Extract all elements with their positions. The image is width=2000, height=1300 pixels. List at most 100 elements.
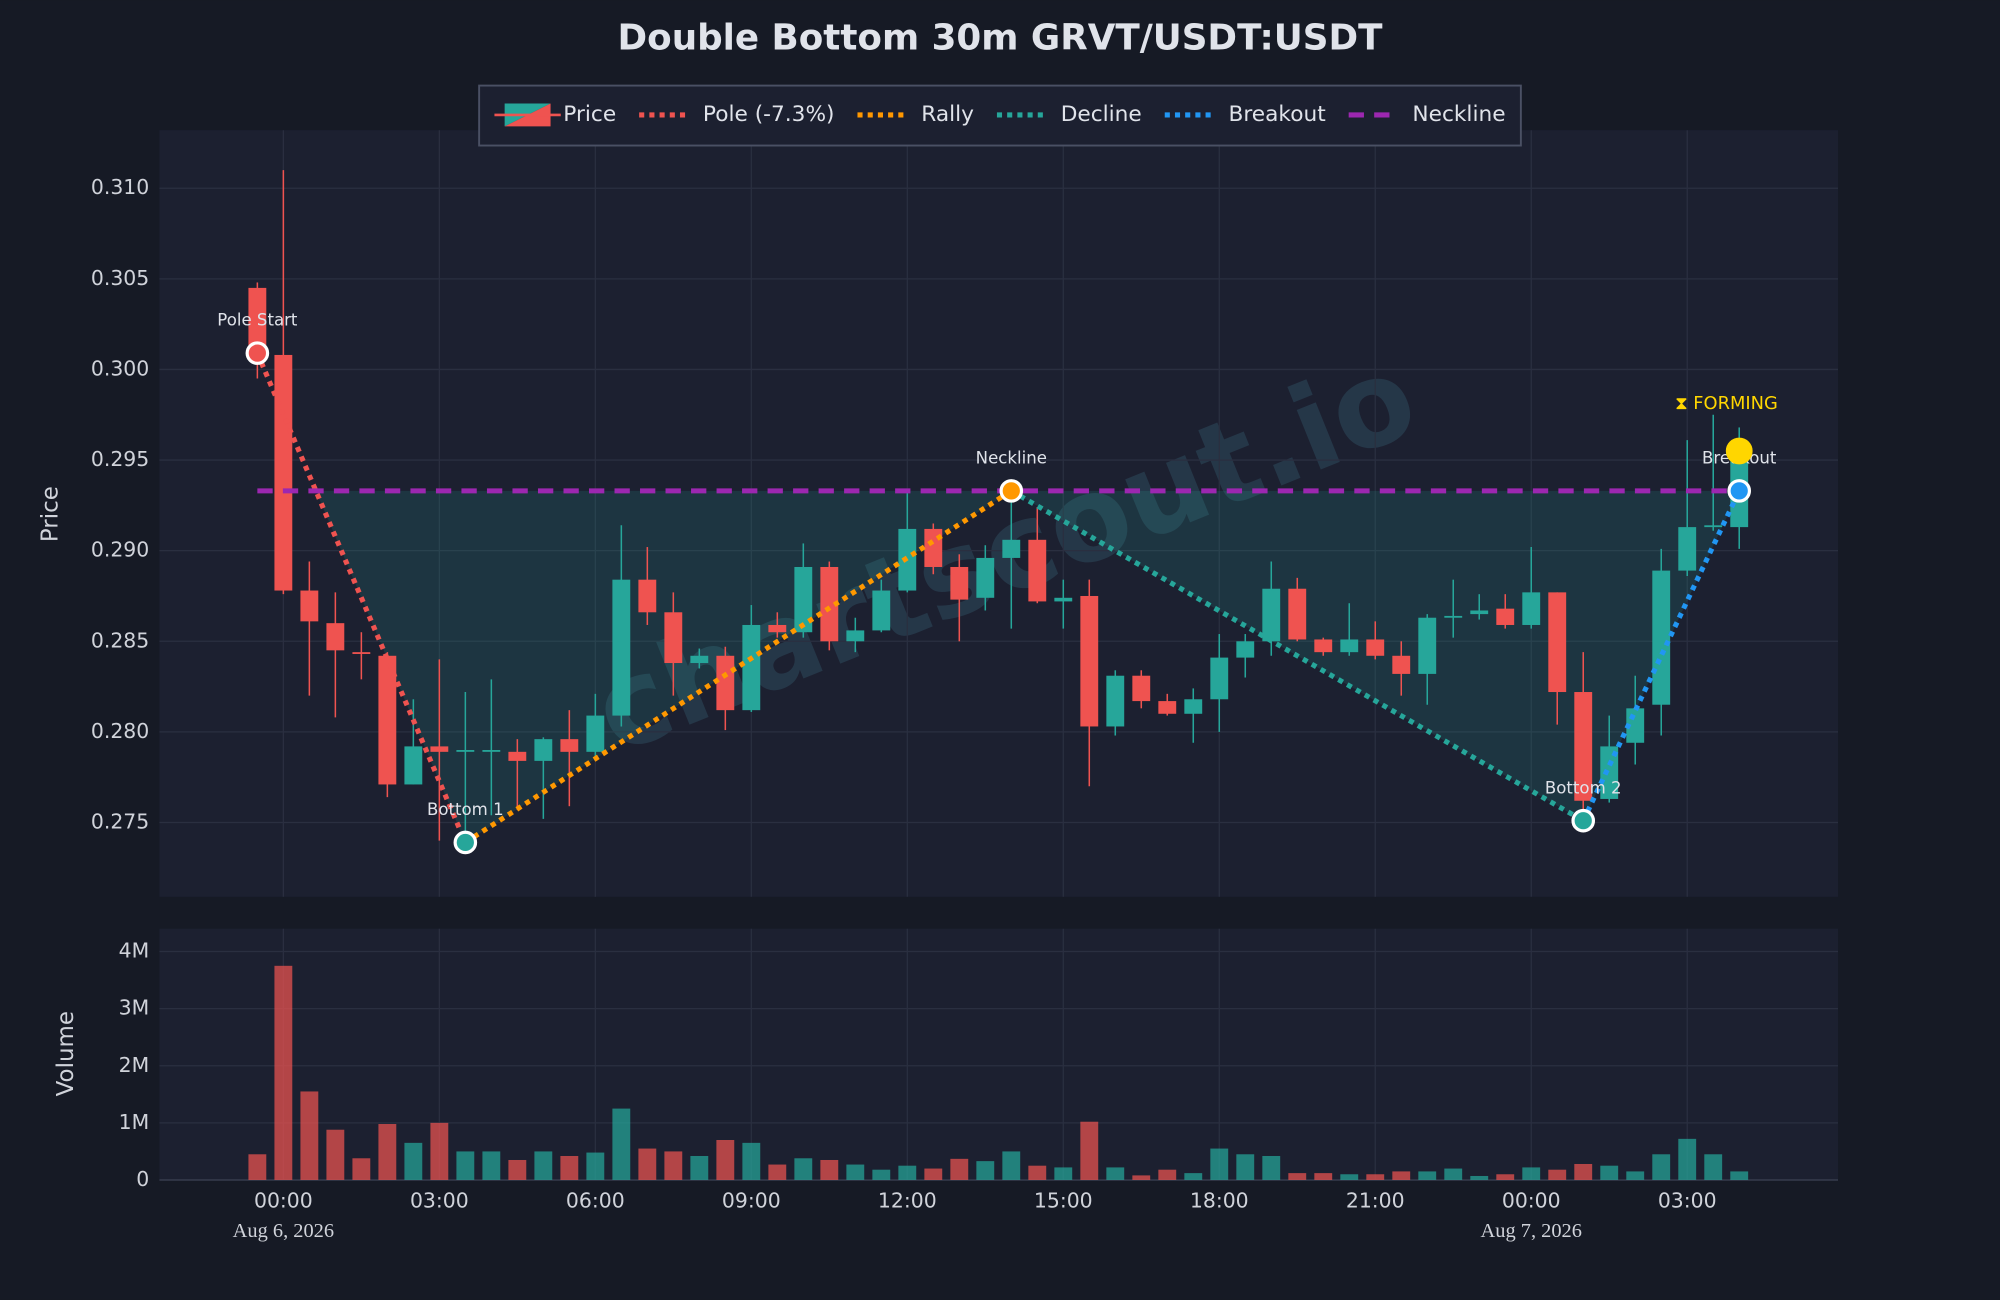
pattern-line — [255, 352, 468, 844]
chart-title: Double Bottom 30m GRVT/USDT:USDT — [618, 18, 1384, 59]
volume-bar — [1132, 1175, 1151, 1180]
candle-body — [768, 624, 787, 633]
volume-bar — [1184, 1173, 1203, 1180]
candle-body — [508, 751, 527, 761]
x-date-label: Aug 6, 2026 — [233, 1220, 334, 1242]
y-tick-label: 0.305 — [91, 266, 149, 290]
candle-body — [456, 750, 475, 752]
volume-bar — [1236, 1154, 1255, 1180]
pattern-marker — [1727, 479, 1752, 503]
pattern-line — [1010, 488, 1585, 823]
volume-axis-label: Volume — [53, 1011, 79, 1096]
x-date-label: Aug 7, 2026 — [1481, 1220, 1582, 1242]
pattern-marker — [245, 341, 270, 365]
volume-bar — [1730, 1171, 1749, 1180]
volume-bar — [326, 1129, 345, 1180]
volume-tick-label: 2M — [119, 1053, 150, 1077]
x-tick-label: 03:00 — [1658, 1189, 1717, 1213]
candle-body — [1002, 539, 1021, 558]
volume-bar — [1054, 1167, 1073, 1180]
legend-label: Pole (-7.3%) — [703, 102, 835, 127]
volume-bar — [482, 1151, 501, 1180]
candle-body — [1236, 641, 1255, 658]
volume-bar — [1704, 1154, 1723, 1180]
pattern-line — [463, 488, 1013, 845]
volume-bar — [1600, 1165, 1619, 1180]
volume-bar — [300, 1091, 319, 1180]
candle-body — [1158, 701, 1177, 714]
candle-body — [1132, 675, 1151, 702]
legend-swatch — [504, 103, 551, 127]
candle-body — [1574, 692, 1593, 801]
legend-label: Price — [563, 102, 616, 127]
volume-tick-label: 4M — [119, 939, 150, 963]
candle-body — [846, 630, 865, 642]
y-tick-label: 0.285 — [91, 628, 149, 652]
volume-bar — [794, 1158, 813, 1180]
volume-bar — [378, 1124, 397, 1180]
pattern-marker — [1725, 437, 1753, 465]
volume-bar — [1418, 1171, 1437, 1180]
volume-bar — [1626, 1171, 1645, 1180]
y-axis-label: Price — [38, 486, 64, 542]
candle-body — [1600, 746, 1619, 799]
volume-panel — [159, 928, 1839, 1180]
candle-body — [404, 746, 423, 785]
volume-bar — [1366, 1174, 1385, 1180]
candle-body — [794, 566, 813, 633]
candle-body — [1080, 595, 1099, 727]
x-tick-label: 03:00 — [410, 1189, 469, 1213]
volume-tick-label: 1M — [119, 1110, 150, 1134]
candle-body — [690, 655, 709, 664]
candle-body — [1392, 655, 1411, 674]
y-tick-label: 0.280 — [91, 719, 149, 743]
y-tick-label: 0.275 — [91, 810, 149, 834]
volume-bar — [1002, 1151, 1021, 1180]
volume-bar — [872, 1169, 891, 1180]
candle-body — [1340, 639, 1359, 653]
candle-body — [1184, 699, 1203, 714]
x-tick-label: 00:00 — [254, 1189, 313, 1213]
candle-body — [742, 624, 761, 711]
volume-bar — [950, 1158, 969, 1180]
y-tick-label: 0.310 — [91, 175, 149, 199]
volume-bar — [352, 1158, 371, 1180]
x-tick-label: 06:00 — [566, 1189, 625, 1213]
volume-bar — [1288, 1173, 1307, 1180]
candle-body — [326, 623, 345, 651]
legend-label: Breakout — [1229, 102, 1326, 127]
volume-bar — [560, 1155, 579, 1180]
y-tick-label: 0.295 — [91, 447, 149, 471]
volume-bar — [404, 1142, 423, 1180]
marker-label: Bottom 2 — [1545, 778, 1622, 797]
candle-body — [820, 566, 839, 642]
candle-body — [1418, 617, 1437, 674]
legend-label: Neckline — [1412, 102, 1505, 127]
legend: Price Pole (-7.3%) Rally Decline Breakout Nec… — [478, 84, 1522, 147]
pattern-marker — [453, 830, 478, 855]
candle-body — [872, 590, 891, 631]
x-tick-label: 12:00 — [878, 1189, 937, 1213]
candle-body — [1704, 525, 1723, 528]
candle-body — [1210, 657, 1229, 700]
candle-body — [1028, 539, 1047, 602]
volume-bar — [534, 1151, 553, 1180]
candle-body — [976, 557, 995, 598]
candle-body — [586, 715, 605, 752]
legend-label: Rally — [921, 102, 974, 127]
candle-body — [1444, 615, 1463, 618]
x-tick-label: 00:00 — [1502, 1189, 1561, 1213]
volume-bar — [1678, 1138, 1697, 1180]
candle-body — [1678, 527, 1697, 571]
candle-body — [352, 652, 371, 654]
candle-body — [248, 287, 267, 352]
candle-body — [1262, 588, 1281, 642]
pattern-marker — [1571, 808, 1596, 833]
candle-body — [430, 746, 449, 752]
x-tick-label: 15:00 — [1034, 1189, 1093, 1213]
volume-bar — [274, 965, 293, 1180]
volume-bar — [1028, 1165, 1047, 1180]
candle-body — [1548, 592, 1567, 693]
candle-body — [638, 579, 657, 613]
